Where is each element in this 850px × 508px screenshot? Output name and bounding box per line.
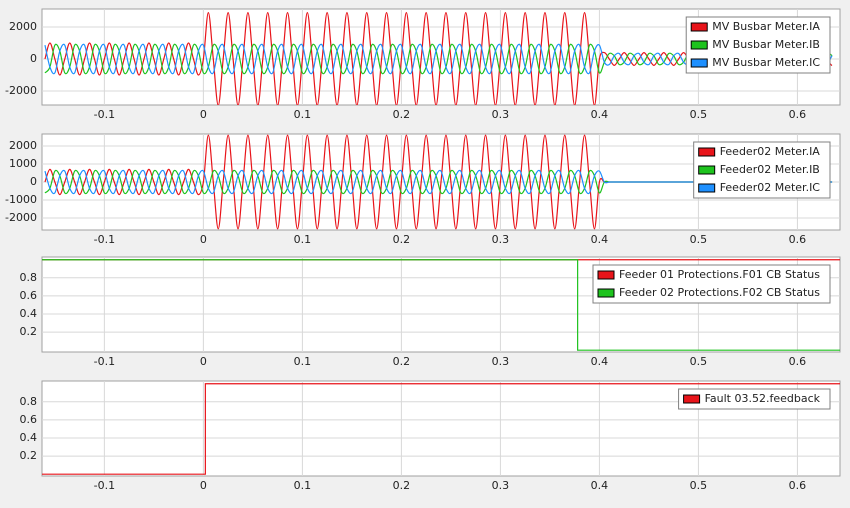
series-group bbox=[42, 259, 840, 351]
legend: Feeder02 Meter.IA Feeder02 Meter.IB Feeder… bbox=[693, 141, 831, 199]
legend: Feeder 01 Protections.F01 CB Status Feede… bbox=[592, 264, 831, 304]
x-tick-label: 0.3 bbox=[492, 355, 510, 368]
legend-swatch bbox=[698, 165, 716, 175]
x-tick-label: 0.6 bbox=[789, 355, 807, 368]
legend-swatch bbox=[690, 58, 708, 68]
legend-label: MV Busbar Meter.IC bbox=[712, 56, 820, 69]
legend-swatch bbox=[690, 40, 708, 50]
x-tick-label: 0 bbox=[200, 108, 207, 121]
x-tick-label: 0.4 bbox=[591, 479, 609, 492]
legend: Fault 03.52.feedback bbox=[678, 388, 831, 410]
x-tick-label: 0.4 bbox=[591, 108, 609, 121]
x-tick-label: 0.6 bbox=[789, 479, 807, 492]
legend-swatch bbox=[597, 270, 615, 280]
x-tick-label: -0.1 bbox=[94, 355, 115, 368]
y-tick-label: 2000 bbox=[9, 139, 37, 152]
legend-label: MV Busbar Meter.IA bbox=[712, 20, 820, 33]
legend-label: Feeder02 Meter.IB bbox=[720, 163, 820, 176]
y-tick-label: 0.2 bbox=[20, 449, 38, 462]
x-tick-label: 0.4 bbox=[591, 355, 609, 368]
y-tick-label: 0.4 bbox=[20, 431, 38, 444]
x-tick-label: 0 bbox=[200, 233, 207, 246]
x-tick-label: 0.6 bbox=[789, 108, 807, 121]
y-tick-label: 0 bbox=[30, 175, 37, 188]
y-tick-label: 0.6 bbox=[20, 289, 38, 302]
legend: MV Busbar Meter.IA MV Busbar Meter.IB MV B… bbox=[685, 16, 831, 74]
x-tick-label: 0.5 bbox=[690, 233, 708, 246]
y-tick-label: -2000 bbox=[5, 84, 37, 97]
x-tick-label: 0.2 bbox=[393, 108, 411, 121]
series-group bbox=[42, 383, 840, 475]
series-line bbox=[42, 259, 840, 351]
y-tick-label: 0.8 bbox=[20, 395, 38, 408]
y-tick-label: 1000 bbox=[9, 157, 37, 170]
x-tick-label: 0 bbox=[200, 479, 207, 492]
legend-label: MV Busbar Meter.IB bbox=[712, 38, 820, 51]
x-tick-label: 0.5 bbox=[690, 355, 708, 368]
x-tick-label: 0.1 bbox=[294, 479, 312, 492]
legend-box bbox=[678, 388, 831, 410]
legend-box bbox=[693, 141, 831, 199]
x-tick-label: 0.5 bbox=[690, 479, 708, 492]
legend-box bbox=[592, 264, 831, 304]
y-tick-label: 0 bbox=[30, 52, 37, 65]
legend-label: Feeder02 Meter.IC bbox=[720, 181, 821, 194]
legend-swatch bbox=[597, 288, 615, 298]
legend-label: Feeder02 Meter.IA bbox=[720, 145, 821, 158]
y-tick-label: -1000 bbox=[5, 193, 37, 206]
x-tick-label: 0.1 bbox=[294, 355, 312, 368]
x-tick-label: 0.1 bbox=[294, 233, 312, 246]
y-tick-label: 0.6 bbox=[20, 413, 38, 426]
y-tick-label: 2000 bbox=[9, 20, 37, 33]
y-tick-label: -2000 bbox=[5, 211, 37, 224]
legend-label: Feeder 02 Protections.F02 CB Status bbox=[619, 286, 820, 299]
x-tick-label: -0.1 bbox=[94, 108, 115, 121]
x-tick-label: 0.2 bbox=[393, 233, 411, 246]
y-tick-label: 0.2 bbox=[20, 325, 38, 338]
x-tick-label: 0.3 bbox=[492, 233, 510, 246]
x-tick-label: 0.4 bbox=[591, 233, 609, 246]
legend-swatch bbox=[683, 394, 701, 404]
x-tick-label: 0.1 bbox=[294, 108, 312, 121]
legend-box bbox=[685, 16, 831, 74]
x-tick-label: -0.1 bbox=[94, 233, 115, 246]
x-tick-label: 0.2 bbox=[393, 355, 411, 368]
legend-label: Feeder 01 Protections.F01 CB Status bbox=[619, 268, 820, 281]
x-tick-label: 0.3 bbox=[492, 108, 510, 121]
x-tick-label: 0.3 bbox=[492, 479, 510, 492]
legend-label: Fault 03.52.feedback bbox=[705, 392, 821, 405]
legend-swatch bbox=[690, 22, 708, 32]
series-line bbox=[42, 383, 840, 475]
y-tick-label: 0.8 bbox=[20, 271, 38, 284]
legend-swatch bbox=[698, 183, 716, 193]
x-tick-label: 0.6 bbox=[789, 233, 807, 246]
x-tick-label: -0.1 bbox=[94, 479, 115, 492]
x-tick-label: 0.2 bbox=[393, 479, 411, 492]
legend-swatch bbox=[698, 147, 716, 157]
x-tick-label: 0.5 bbox=[690, 108, 708, 121]
y-tick-label: 0.4 bbox=[20, 307, 38, 320]
x-tick-label: 0 bbox=[200, 355, 207, 368]
